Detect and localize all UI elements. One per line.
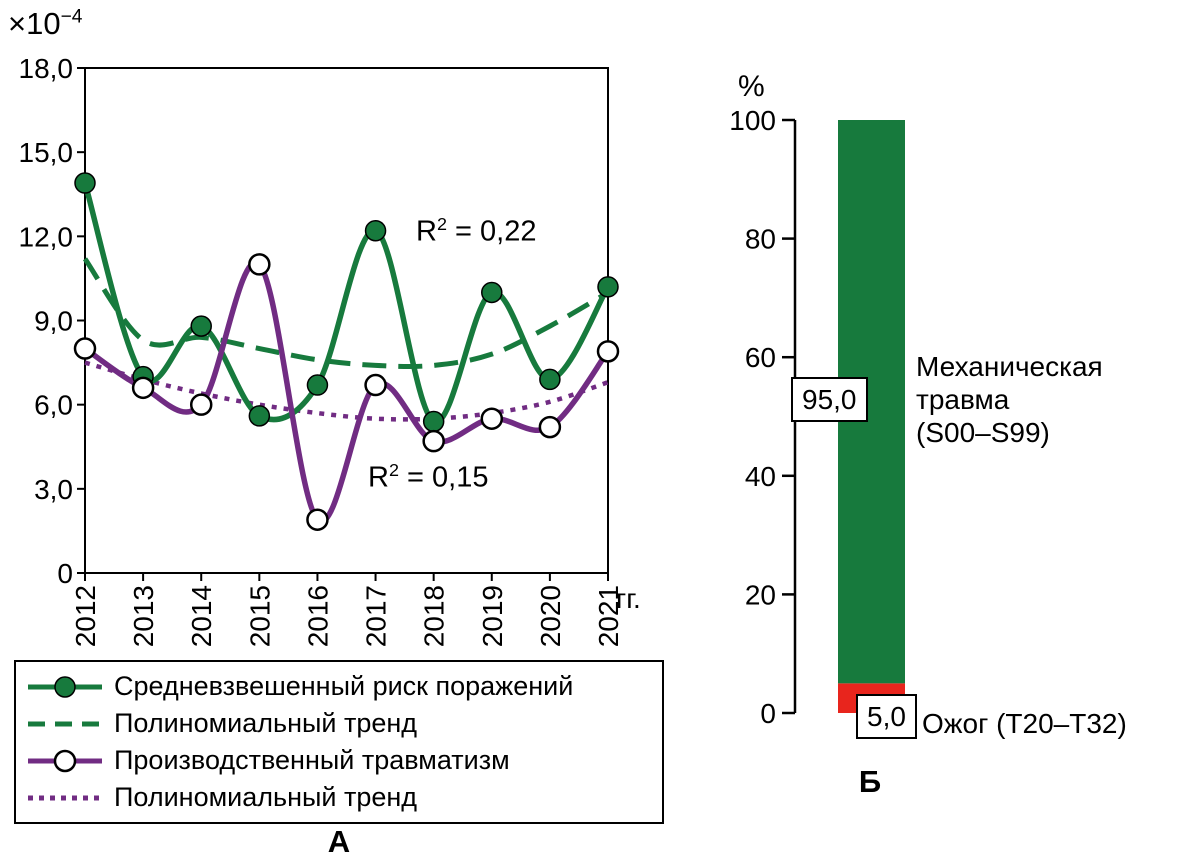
chart-a: 0 3,0 6,0 9,0 12,0 15,0 18,0 2012 2013 2014 2015 20…	[19, 53, 625, 647]
x-axis-label: гг.	[616, 583, 641, 614]
legend-label: Полиномиальный тренд	[114, 782, 418, 812]
legend-label: Средневзвешенный риск поражений	[114, 671, 574, 701]
legend-item-injury: Производственный травматизм	[26, 742, 652, 779]
y-tick-label: 18,0	[19, 53, 74, 84]
data-point-marker	[422, 429, 445, 453]
y-tick-label: 60	[745, 342, 776, 373]
legend-item-risk: Средневзвешенный риск поражений	[26, 668, 652, 705]
data-point-marker	[131, 376, 155, 400]
y-tick-label: 15,0	[19, 137, 74, 168]
data-point-marker	[596, 340, 620, 363]
x-tick-label: 2012	[70, 585, 101, 647]
series-line-dotted	[84, 360, 609, 422]
data-point-marker	[364, 373, 387, 397]
x-tick-label: 2016	[302, 585, 333, 647]
y-tick-label: 0	[57, 558, 73, 589]
series-line-solid	[82, 182, 611, 425]
x-tick-label: 2015	[244, 585, 275, 647]
x-tick-label: 2018	[419, 585, 450, 647]
data-point-marker	[539, 368, 561, 391]
x-tick-label: 2019	[477, 585, 508, 647]
y-tick-label: 12,0	[19, 221, 74, 252]
data-point-marker	[481, 281, 503, 304]
data-point-marker	[306, 374, 329, 396]
r2-annotation-risk: R2 = 0,22	[416, 214, 536, 249]
y-tick-label: 6,0	[34, 390, 73, 421]
multiplier-exponent: −4	[60, 6, 83, 28]
y-tick-label: 100	[729, 105, 776, 136]
r2-exponent: 2	[436, 214, 447, 234]
data-point-marker	[422, 410, 445, 433]
segment-label-burn: Ожог (T20–T32)	[922, 708, 1127, 739]
injury-trend-line-icon	[26, 783, 104, 813]
legend-item-risk-trend: Полиномиальный тренд	[26, 705, 652, 742]
panel-label-b: Б	[858, 764, 882, 799]
panel-label-a: А	[327, 824, 351, 859]
segment-label-mechanical: Механическая травма (S00–S99)	[916, 351, 1103, 449]
legend-marker	[54, 675, 76, 698]
percent-axis-label: %	[738, 70, 765, 103]
legend-marker	[53, 749, 77, 772]
x-tick-label: 2020	[535, 585, 566, 647]
x-tick-label: 2013	[128, 585, 159, 647]
r2-base: R	[416, 215, 437, 248]
y-tick-label: 80	[745, 224, 776, 255]
data-point-marker	[248, 405, 271, 427]
x-tick-label: 2021	[593, 585, 624, 647]
legend: Средневзвешенный риск поражений Полиноми…	[14, 660, 664, 824]
data-point-marker	[248, 253, 271, 276]
r2-base: R	[368, 461, 389, 494]
multiplier-base: ×10	[8, 6, 61, 41]
x-tick-label: 2014	[186, 585, 217, 647]
r2-exponent: 2	[388, 460, 399, 480]
data-point-marker	[364, 219, 387, 242]
data-point-marker	[306, 508, 329, 531]
data-point-marker	[74, 172, 96, 194]
legend-label: Производственный травматизм	[114, 745, 510, 775]
data-point-marker	[480, 407, 504, 430]
risk-line-icon	[26, 672, 104, 702]
data-point-marker	[597, 276, 619, 298]
data-point-marker	[73, 337, 97, 360]
x-tick-label: 2017	[361, 585, 392, 647]
y-tick-label: 3,0	[34, 474, 73, 505]
r2-value: = 0,15	[398, 461, 489, 494]
y-tick-label: 9,0	[34, 306, 73, 337]
plot-area	[84, 67, 609, 574]
y-tick-label: 20	[745, 579, 776, 610]
risk-trend-line-icon	[26, 709, 104, 739]
data-point-marker	[538, 415, 562, 439]
y-tick-label: 40	[745, 461, 776, 492]
injury-line-icon	[26, 746, 104, 776]
data-point-marker	[190, 315, 212, 337]
value-label-burn: 5,0	[856, 694, 917, 740]
data-point-marker	[189, 393, 213, 416]
legend-item-injury-trend: Полиномиальный тренд	[26, 779, 652, 816]
r2-value: = 0,22	[446, 215, 537, 248]
legend-label: Полиномиальный тренд	[114, 708, 418, 738]
r2-annotation-injury: R2 = 0,15	[368, 460, 488, 495]
y-tick-label: 0	[760, 698, 776, 729]
y-axis-multiplier: ×10−4	[8, 6, 83, 42]
value-label-mechanical: 95,0	[791, 377, 868, 423]
